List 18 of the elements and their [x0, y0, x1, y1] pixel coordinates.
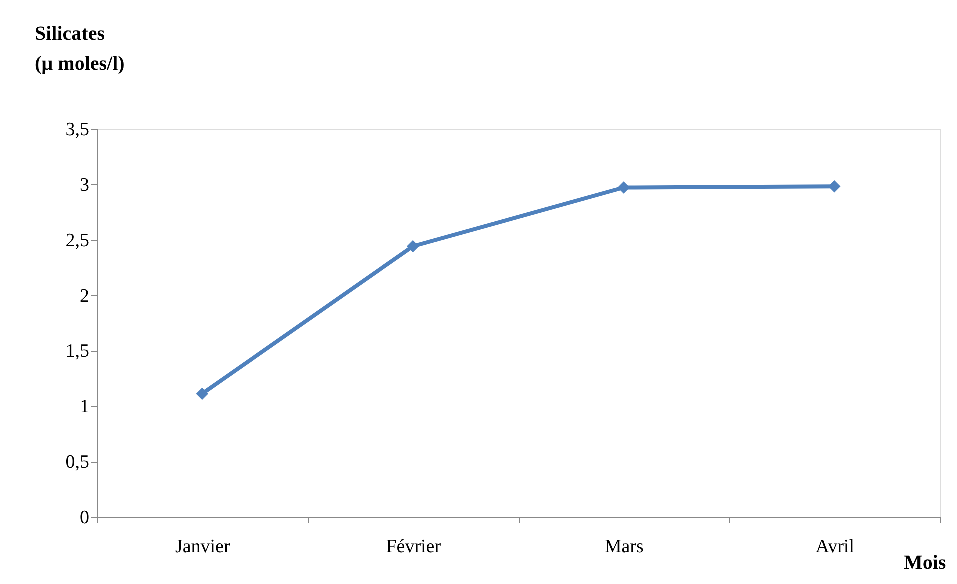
- y-tick-label: 2: [80, 286, 90, 307]
- y-axis-title: Silicates (µ moles/l): [35, 23, 125, 75]
- point: [407, 240, 420, 253]
- y-tick-label: 1,5: [66, 341, 90, 362]
- x-tick-label: Avril: [816, 536, 854, 558]
- y-tick-label: 1: [80, 396, 90, 418]
- point: [618, 182, 630, 194]
- x-tick-label: Janvier: [175, 536, 231, 558]
- point: [196, 388, 208, 400]
- x-axis-title: Mois: [904, 552, 946, 574]
- y-tick-label: 3,5: [66, 120, 90, 140]
- y-tick-label: 0,5: [66, 452, 90, 474]
- y-tick-label: 3: [80, 174, 90, 196]
- x-tick-label: Février: [386, 536, 442, 558]
- y-tick-label: 2,5: [66, 230, 90, 252]
- point: [828, 180, 841, 193]
- y-tick-label: 0: [80, 508, 90, 528]
- x-tick-label: Mars: [604, 536, 644, 558]
